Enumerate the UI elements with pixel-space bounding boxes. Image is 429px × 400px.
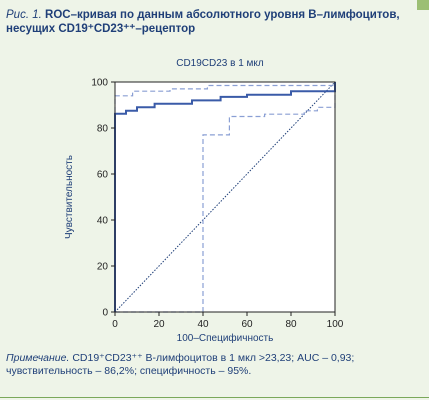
y-axis-label: Чувствительность (64, 155, 75, 239)
x-tick-label: 60 (241, 319, 253, 330)
roc-chart: CD19CD23 в 1 мкл 0 20 40 60 80 100 0 20 40 60 80 10… (64, 58, 344, 344)
figure-title: ROC–кривая по данным абсолютного уровня … (6, 9, 400, 35)
x-tick-label: 100 (327, 319, 344, 330)
y-tick-label: 100 (91, 78, 108, 89)
x-tick-label: 40 (197, 319, 209, 330)
figure-note: Примечание. CD19⁺CD23⁺⁺ В-лимфоцитов в 1… (6, 352, 420, 378)
x-tick-label: 80 (285, 319, 297, 330)
figure-label: Рис. 1. (6, 9, 42, 21)
note-label: Примечание. (6, 352, 70, 364)
x-tick-label: 20 (153, 319, 165, 330)
bottom-divider (0, 397, 429, 398)
x-axis-label: 100–Специфичность (177, 332, 274, 344)
ci-lower-curve (115, 82, 336, 313)
y-tick-label: 60 (97, 170, 109, 181)
x-tick-label: 0 (112, 319, 118, 330)
ci-upper-curve (114, 82, 336, 312)
note-text: CD19⁺CD23⁺⁺ В-лимфоцитов в 1 мкл >23,23;… (6, 352, 355, 377)
plot-frame (114, 81, 336, 313)
figure-caption: Рис. 1. ROC–кривая по данным абсолютного… (6, 8, 406, 36)
y-tick-label: 80 (97, 124, 109, 135)
y-tick-label: 20 (97, 262, 109, 273)
y-tick-label: 40 (97, 216, 109, 227)
reference-diagonal (114, 81, 336, 313)
chart-title: CD19CD23 в 1 мкл (176, 58, 264, 69)
roc-curve (114, 82, 336, 312)
corner-accent (417, 0, 429, 10)
y-tick-label: 0 (102, 308, 108, 319)
